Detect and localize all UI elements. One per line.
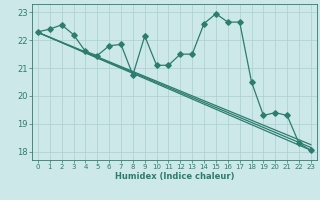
X-axis label: Humidex (Indice chaleur): Humidex (Indice chaleur) — [115, 172, 234, 181]
